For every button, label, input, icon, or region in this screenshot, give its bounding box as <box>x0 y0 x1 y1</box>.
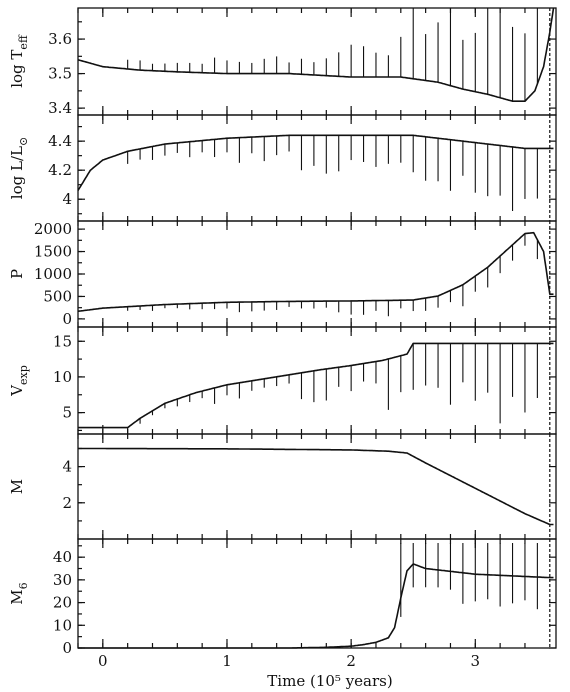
panel-frame <box>77 7 557 116</box>
y-axis-label: P <box>8 269 26 279</box>
series-line <box>78 447 554 526</box>
x-tick-label: 0 <box>98 652 108 670</box>
series-line <box>77 7 555 102</box>
y-tick-label: 10 <box>53 368 72 386</box>
y-tick-label: 1500 <box>34 243 72 261</box>
y-axis-label-main: P <box>8 269 26 279</box>
y-tick-label: 5 <box>62 404 72 422</box>
y-tick-label: 2000 <box>34 220 72 238</box>
x-tick-label: 2 <box>346 652 356 670</box>
y-tick-label: 30 <box>53 571 72 589</box>
panel-mdot: 0 10 20 30 40 M6 <box>8 538 557 657</box>
y-tick-label: 4.4 <box>48 132 72 150</box>
x-tick-label: 3 <box>471 652 481 670</box>
y-tick-label: 1000 <box>34 265 72 283</box>
panel-frame <box>77 114 557 222</box>
y-tick-label: 500 <box>43 287 72 305</box>
y-tick-label: 2 <box>62 494 72 512</box>
y-tick-label: 0 <box>62 310 72 328</box>
y-axis-label-main: M <box>8 589 26 604</box>
y-axis-label-main: V <box>8 384 26 397</box>
series-line <box>78 342 554 429</box>
x-tick-label: 1 <box>222 652 232 670</box>
y-tick-label: 4 <box>62 458 72 476</box>
panel-lum: 4 4.2 4.4 log L/L⊙ <box>8 114 557 222</box>
y-axis-label-main: log T <box>8 50 26 88</box>
y-tick-label: 4.2 <box>48 161 72 179</box>
y-tick-label: 15 <box>53 332 72 350</box>
panel-vexp: 5 10 15 Vexp <box>8 326 557 435</box>
x-axis-label: Time (10⁵ years) <box>267 672 392 690</box>
y-tick-label: 40 <box>53 548 72 566</box>
y-axis-label-sub: ⊙ <box>17 137 30 146</box>
y-axis-label: log L/L⊙ <box>8 137 30 199</box>
y-tick-label: 3.5 <box>48 65 72 83</box>
panel-mass: 2 4 M <box>8 433 557 540</box>
series-line <box>77 134 554 191</box>
panel-period: 0 500 1000 1500 2000 P <box>8 220 557 328</box>
y-axis-label-sub: 6 <box>17 582 30 589</box>
y-axis-label-main: M <box>8 479 26 494</box>
series-line <box>78 563 554 649</box>
y-axis-label-main: log L/L <box>8 146 26 199</box>
y-axis-label: log Teff <box>8 34 30 88</box>
panel-frame <box>77 538 557 649</box>
panel-frame <box>77 220 557 328</box>
y-axis-label-sub: eff <box>17 34 30 50</box>
y-axis-label: M <box>8 479 26 494</box>
y-tick-label: 3.4 <box>48 99 72 117</box>
y-tick-label: 20 <box>53 594 72 612</box>
y-tick-label: 4 <box>62 190 72 208</box>
y-axis-label: M6 <box>8 582 30 604</box>
y-tick-label: 0 <box>62 639 72 657</box>
y-tick-label: 3.6 <box>48 30 72 48</box>
y-axis-label-sub: exp <box>17 365 30 385</box>
series-line <box>77 231 554 313</box>
y-axis-label: Vexp <box>8 365 30 397</box>
y-tick-label: 10 <box>53 616 72 634</box>
panel-teff: 3.4 3.5 3.6 log Teff <box>8 7 557 117</box>
